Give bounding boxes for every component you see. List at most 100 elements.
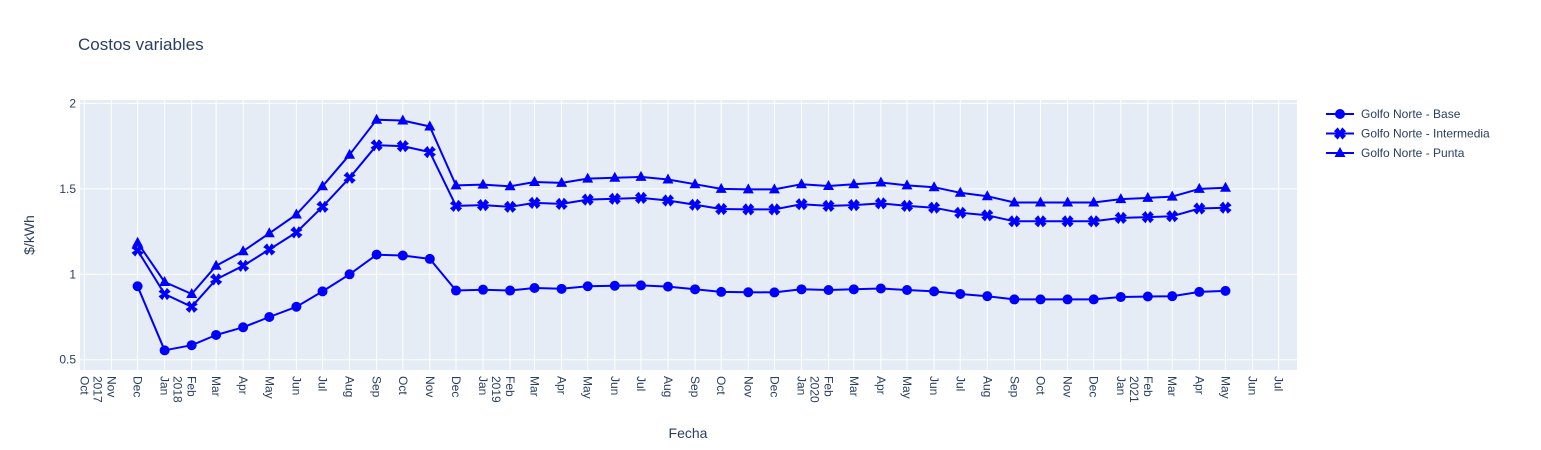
data-point-x <box>847 199 860 212</box>
data-point-circle <box>769 287 780 298</box>
data-point-x <box>768 203 781 216</box>
data-point-x <box>263 243 276 256</box>
data-point-circle <box>1194 286 1205 297</box>
data-point-circle <box>371 249 382 260</box>
data-point-circle <box>478 284 489 295</box>
data-point-triangle <box>237 245 249 256</box>
legend-label: Golfo Norte - Punta <box>1361 146 1465 160</box>
data-point-x <box>900 199 914 212</box>
data-point-circle <box>982 291 993 302</box>
data-point-x <box>954 206 967 219</box>
data-point-x <box>981 209 994 222</box>
data-point-circle <box>451 285 462 296</box>
data-point-triangle <box>1088 196 1100 207</box>
data-point-circle <box>743 287 754 298</box>
data-point-x <box>423 146 436 159</box>
x-tick-label: Apr <box>1192 376 1206 395</box>
data-point-circle <box>823 285 834 296</box>
data-point-triangle <box>529 176 540 186</box>
data-point-triangle <box>477 178 489 189</box>
x-year-label: 2018 <box>171 376 185 403</box>
data-point-triangle <box>397 114 409 125</box>
x-tick-label: Aug <box>661 376 675 397</box>
data-point-circle <box>186 340 197 351</box>
x-year-label: 2020 <box>807 376 821 403</box>
data-point-circle <box>505 285 516 296</box>
data-point-x <box>504 200 517 213</box>
x-tick-label: Feb <box>503 376 517 397</box>
data-point-x <box>1034 215 1047 228</box>
data-point-triangle <box>875 176 887 187</box>
data-point-x <box>555 197 568 210</box>
x-tick-label: Mar <box>209 376 223 397</box>
series-2 <box>131 139 1232 313</box>
data-point-circle <box>238 322 249 333</box>
legend-item: Golfo Norte - Intermedia <box>1326 127 1490 141</box>
data-point-x <box>158 287 171 301</box>
data-point-circle <box>424 253 435 264</box>
data-point-x <box>688 198 702 211</box>
data-point-circle <box>1062 294 1073 305</box>
y-tick-label: 1 <box>69 267 76 281</box>
data-point-circle <box>796 284 807 295</box>
y-tick-label: 2 <box>69 96 76 110</box>
x-tick-label: Apr <box>555 376 569 395</box>
x-tick-label: Jan <box>1114 376 1128 395</box>
x-tick-label: Oct <box>77 376 91 395</box>
data-point-circle <box>397 250 408 261</box>
x-year-label: 2019 <box>489 376 503 403</box>
x-tick-label: Jan <box>476 376 490 395</box>
data-point-x <box>715 202 728 216</box>
x-tick-label: Jan <box>794 376 808 395</box>
legend-label: Golfo Norte - Intermedia <box>1361 127 1490 141</box>
data-point-x <box>1219 201 1232 214</box>
data-point-circle <box>955 288 966 299</box>
data-point-triangle <box>290 208 302 219</box>
series-line <box>136 118 1226 295</box>
data-point-triangle <box>1334 147 1346 157</box>
data-point-triangle <box>981 190 993 201</box>
data-point-triangle <box>1062 196 1074 207</box>
data-point-circle <box>929 286 940 297</box>
data-point-circle <box>317 286 328 297</box>
y-tick-label: 1.5 <box>59 182 76 196</box>
data-point-x <box>1087 215 1100 228</box>
data-point-x <box>608 192 621 205</box>
data-point-triangle <box>823 180 834 190</box>
data-point-triangle <box>662 173 674 184</box>
data-point-circle <box>211 329 222 340</box>
data-point-triangle <box>954 186 966 197</box>
data-point-triangle <box>1035 196 1046 207</box>
x-tick-label: Feb <box>1141 376 1155 397</box>
data-point-circle <box>264 312 275 323</box>
data-point-x <box>396 140 409 153</box>
data-point-triangle <box>1220 181 1231 192</box>
series-layer <box>131 113 1232 356</box>
data-point-circle <box>556 283 567 294</box>
data-point-triangle <box>928 181 940 192</box>
data-point-circle <box>582 281 593 292</box>
x-tick-label: Oct <box>714 376 728 395</box>
data-point-circle <box>716 286 727 297</box>
x-tick-label: May <box>900 376 914 399</box>
data-point-x <box>874 197 887 210</box>
x-tick-label: Nov <box>104 376 118 397</box>
data-point-triangle <box>504 180 516 191</box>
data-point-triangle <box>582 172 594 183</box>
data-point-triangle <box>1115 193 1127 204</box>
x-tick-label: Feb <box>822 376 836 397</box>
x-tick-label: Jun <box>289 376 303 395</box>
series-1 <box>132 249 1231 356</box>
data-point-x <box>343 171 356 184</box>
data-point-x <box>1008 215 1021 228</box>
x-tick-label: Jul <box>634 376 648 391</box>
x-tick-label: Oct <box>1034 376 1048 395</box>
x-tick-label: May <box>1218 376 1232 399</box>
chart-title: Costos variables <box>78 35 204 54</box>
x-tick-label: Jul <box>953 376 967 391</box>
data-point-x <box>476 199 490 212</box>
x-tick-label: Jan <box>158 376 172 395</box>
data-point-circle <box>159 345 170 356</box>
data-point-circle <box>529 282 540 293</box>
